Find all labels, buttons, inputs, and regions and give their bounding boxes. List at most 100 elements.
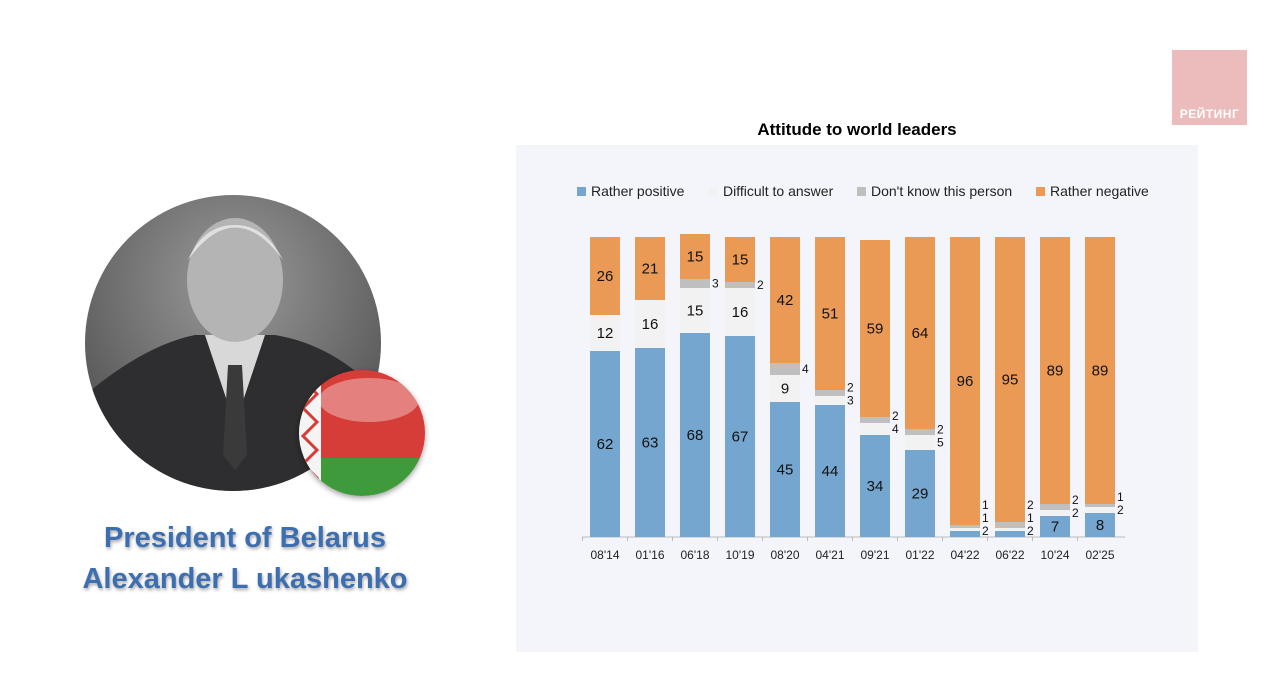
x-tick-label: 01'16 (636, 548, 665, 562)
x-tick-label: 01'22 (906, 548, 935, 562)
data-label: 15 (732, 252, 749, 269)
president-photo (85, 195, 381, 491)
data-label: 2 (1117, 503, 1124, 517)
data-label: 2 (1027, 524, 1034, 538)
bar-segment (590, 237, 620, 315)
bar-segment (770, 363, 800, 375)
data-label: 1 (1117, 490, 1124, 504)
bar-segment (995, 237, 1025, 522)
x-tick-label: 08'14 (591, 548, 620, 562)
legend-swatch (709, 186, 718, 196)
bar-segment (1040, 237, 1070, 504)
data-label: 2 (892, 409, 899, 423)
bar-segment (995, 531, 1025, 537)
bar-segment (860, 435, 890, 537)
bar-segment (860, 240, 890, 417)
data-label: 59 (867, 321, 884, 338)
bar-segment (1085, 507, 1115, 513)
legend-swatch (577, 186, 586, 196)
bar-segment (770, 237, 800, 363)
bar-segment (725, 237, 755, 282)
data-label: 26 (597, 268, 614, 285)
data-label: 2 (1072, 493, 1079, 507)
data-label: 44 (822, 463, 839, 480)
bar-segment (635, 348, 665, 537)
data-label: 1 (982, 498, 989, 512)
bar-segment (725, 336, 755, 537)
bar-segment (680, 279, 710, 288)
bar-segment (860, 417, 890, 423)
bar-segment (680, 333, 710, 537)
bar-segment (950, 525, 980, 528)
x-tick-label: 06'22 (996, 548, 1025, 562)
data-label: 89 (1092, 363, 1109, 380)
bar-segment (905, 450, 935, 537)
data-label: 2 (1072, 506, 1079, 520)
legend-item: Rather positive (577, 183, 684, 199)
data-label: 96 (957, 373, 974, 390)
bar-segment (1085, 237, 1115, 504)
bar-segment (635, 300, 665, 348)
caption-name: Alexander L ukashenko (82, 563, 408, 595)
data-label: 16 (642, 316, 659, 333)
bar-segment (815, 390, 845, 396)
legend-swatch (857, 186, 866, 196)
x-tick-label: 04'22 (951, 548, 980, 562)
legend-label: Rather positive (591, 183, 685, 199)
legend-label: Don't know this person (871, 183, 1013, 199)
bar-segment (770, 375, 800, 402)
data-label: 4 (892, 422, 899, 436)
bar-segment (905, 237, 935, 429)
legend-item: Difficult to answer (709, 183, 833, 199)
x-tick-label: 10'19 (726, 548, 755, 562)
bar-segment (590, 315, 620, 351)
bar-segment (680, 288, 710, 333)
x-tick-label: 02'25 (1086, 548, 1115, 562)
data-label: 29 (912, 486, 929, 503)
data-label: 51 (822, 306, 839, 323)
bar-segment (995, 528, 1025, 531)
legend-item: Don't know this person (857, 183, 1012, 199)
data-label: 7 (1051, 519, 1059, 536)
data-label: 68 (687, 427, 704, 444)
data-label: 34 (867, 478, 884, 495)
bar-segment (635, 237, 665, 300)
data-label: 16 (732, 304, 749, 321)
data-label: 67 (732, 429, 749, 446)
legend-swatch (1036, 186, 1045, 196)
data-label: 45 (777, 462, 794, 479)
bar-segment (1085, 504, 1115, 507)
data-label: 89 (1047, 363, 1064, 380)
chart-panel (516, 145, 1198, 652)
bar-segment (995, 522, 1025, 528)
bar-segment (725, 282, 755, 288)
data-label: 2 (982, 524, 989, 538)
data-label: 8 (1096, 517, 1104, 534)
bar-segment (905, 435, 935, 450)
data-label: 95 (1002, 372, 1019, 389)
data-label: 15 (687, 303, 704, 320)
chart-title: Attitude to world leaders (757, 120, 957, 139)
data-label: 4 (802, 362, 809, 376)
x-tick-label: 04'21 (816, 548, 845, 562)
x-tick-label: 09'21 (861, 548, 890, 562)
bar-segment (860, 423, 890, 435)
bar-segment (950, 531, 980, 537)
rating-logo: РЕЙТИНГ (1172, 50, 1247, 125)
data-label: 3 (847, 394, 854, 408)
data-label: 5 (937, 436, 944, 450)
data-label: 2 (757, 278, 764, 292)
data-label: 9 (781, 381, 789, 398)
data-label: 2 (1027, 498, 1034, 512)
bar-segment (725, 288, 755, 336)
data-label: 3 (712, 277, 719, 291)
data-label: 42 (777, 292, 794, 309)
legend-label: Difficult to answer (723, 183, 834, 199)
data-label: 15 (687, 249, 704, 266)
bar-segment (1085, 513, 1115, 537)
data-label: 21 (642, 261, 659, 278)
data-label: 1 (1027, 511, 1034, 525)
bar-segment (815, 405, 845, 537)
bar-segment (1040, 510, 1070, 516)
